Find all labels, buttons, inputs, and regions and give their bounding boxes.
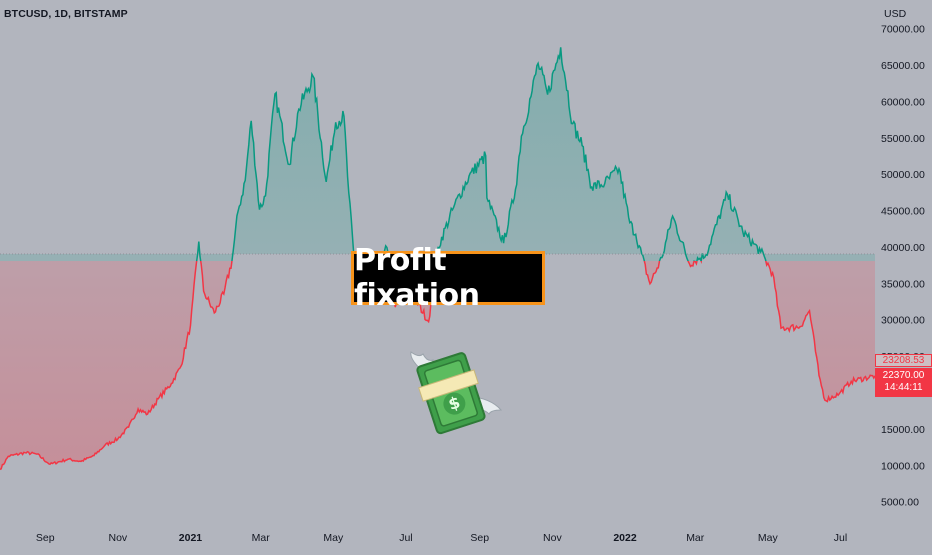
y-tick-label: 30000.00 bbox=[881, 315, 925, 327]
x-tick-label: Sep bbox=[470, 532, 489, 544]
y-tick-label: 15000.00 bbox=[881, 424, 925, 436]
x-tick-label: May bbox=[758, 532, 779, 544]
last-price-value: 22370.00 bbox=[882, 370, 925, 381]
y-tick-label: 40000.00 bbox=[881, 242, 925, 254]
x-tick-label: Jul bbox=[834, 532, 847, 544]
currency-label: USD bbox=[884, 8, 907, 20]
area-fill-below-baseline bbox=[0, 261, 875, 470]
svg-text:$: $ bbox=[446, 392, 462, 414]
y-tick-label: 5000.00 bbox=[881, 497, 919, 509]
annotation-text: Profit fixation bbox=[354, 243, 480, 313]
y-axis: 5000.0010000.0015000.0020000.0025000.003… bbox=[881, 24, 925, 509]
y-tick-label: 50000.00 bbox=[881, 169, 925, 181]
x-tick-label: Jul bbox=[399, 532, 412, 544]
x-tick-label: Mar bbox=[686, 532, 705, 544]
x-tick-label: Sep bbox=[36, 532, 55, 544]
y-tick-label: 55000.00 bbox=[881, 133, 925, 145]
y-tick-label: 65000.00 bbox=[881, 60, 925, 72]
price-line-below-baseline bbox=[0, 261, 875, 471]
x-tick-label: Mar bbox=[252, 532, 271, 544]
y-tick-label: 45000.00 bbox=[881, 206, 925, 218]
x-axis: Sep Nov 2021 Mar May Jul Sep Nov 2022 Mar May Jul bbox=[36, 532, 847, 544]
y-tick-label: 70000.00 bbox=[881, 24, 925, 36]
countdown-value: 14:44:11 bbox=[884, 382, 923, 393]
y-tick-label: 10000.00 bbox=[881, 460, 925, 472]
y-tick-label: 60000.00 bbox=[881, 96, 925, 108]
x-tick-label: May bbox=[323, 532, 344, 544]
profit-fixation-annotation: Profit fixation bbox=[351, 243, 545, 313]
y-tick-label: 35000.00 bbox=[881, 278, 925, 290]
x-tick-label: 2021 bbox=[179, 532, 203, 544]
x-tick-label: Nov bbox=[543, 532, 562, 544]
baseline-price-tag: 23208.53 bbox=[875, 354, 932, 367]
x-tick-label: Nov bbox=[109, 532, 128, 544]
symbol-title: BTCUSD, 1D, BITSTAMP bbox=[4, 8, 128, 20]
x-tick-label: 2022 bbox=[613, 532, 637, 544]
last-price-tag: 22370.00 14:44:11 bbox=[875, 368, 932, 397]
money-with-wings-icon: $ bbox=[405, 338, 505, 448]
